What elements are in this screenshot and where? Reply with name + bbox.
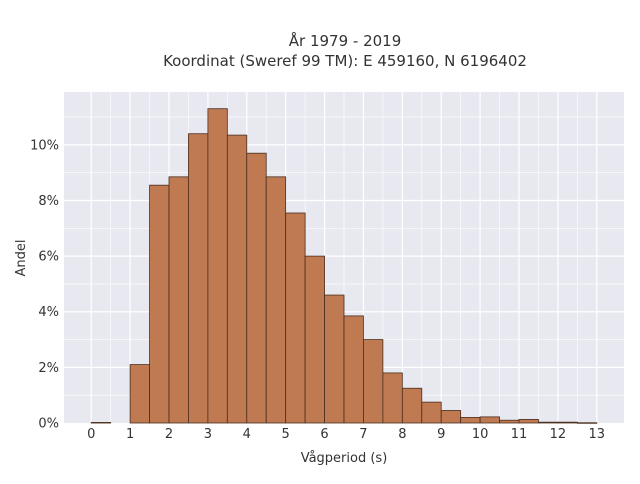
y-tick-label: 2%: [38, 361, 59, 376]
histogram-bar: [304, 255, 325, 424]
histogram-bar: [226, 134, 248, 424]
histogram-bar: [149, 184, 170, 424]
y-tick-labels: 0% 2% 4% 6% 8% 10%: [30, 138, 59, 431]
histogram-bar: [324, 294, 345, 424]
histogram-bar: [207, 108, 228, 424]
histogram-bar: [479, 416, 500, 424]
histogram-bar: [538, 421, 559, 424]
histogram-bar: [363, 339, 384, 424]
histogram-bar: [499, 419, 520, 424]
x-tick-label: 8: [398, 427, 406, 442]
x-tick-label: 11: [511, 427, 528, 442]
histogram-bar: [129, 364, 150, 424]
y-tick-label: 0%: [38, 417, 59, 432]
x-tick-label: 5: [282, 427, 290, 442]
x-axis-label: Vågperiod (s): [301, 451, 388, 466]
histogram-bar: [460, 417, 481, 424]
histogram-bar: [440, 410, 462, 424]
x-tick-label: 7: [359, 427, 367, 442]
x-tick-label: 0: [87, 427, 95, 442]
histogram-bar: [382, 372, 403, 424]
x-tick-label: 10: [472, 427, 489, 442]
histogram-bar: [576, 422, 598, 424]
x-tick-label: 4: [243, 427, 251, 442]
histogram-bar: [285, 212, 306, 424]
histogram-bar: [246, 152, 267, 424]
x-tick-label: 9: [437, 427, 445, 442]
chart-title: År 1979 - 2019: [289, 31, 402, 50]
histogram-bar: [343, 315, 364, 424]
y-tick-label: 8%: [38, 194, 59, 209]
x-tick-label: 12: [550, 427, 567, 442]
y-axis-label: Andel: [14, 240, 29, 277]
y-tick-label: 4%: [38, 305, 59, 320]
histogram-bar: [557, 421, 578, 424]
histogram-bar: [168, 176, 189, 424]
histogram-bar: [90, 422, 112, 424]
y-tick-label: 10%: [30, 138, 59, 153]
histogram-bar: [401, 387, 423, 424]
x-tick-label: 3: [204, 427, 212, 442]
x-tick-label: 1: [126, 427, 134, 442]
x-tick-label: 6: [320, 427, 328, 442]
x-tick-label: 2: [165, 427, 173, 442]
x-tick-labels: 0 1 2 3 4 5 6 7 8 9 10 11 12 13: [87, 427, 605, 442]
histogram-bar: [265, 176, 287, 424]
histogram-bar: [421, 401, 442, 424]
x-tick-label: 13: [589, 427, 606, 442]
histogram-bar: [188, 133, 209, 424]
histogram-bar: [518, 418, 539, 424]
chart-subtitle: Koordinat (Sweref 99 TM): E 459160, N 61…: [163, 52, 527, 70]
bars: [90, 108, 598, 424]
y-tick-label: 6%: [38, 250, 59, 265]
